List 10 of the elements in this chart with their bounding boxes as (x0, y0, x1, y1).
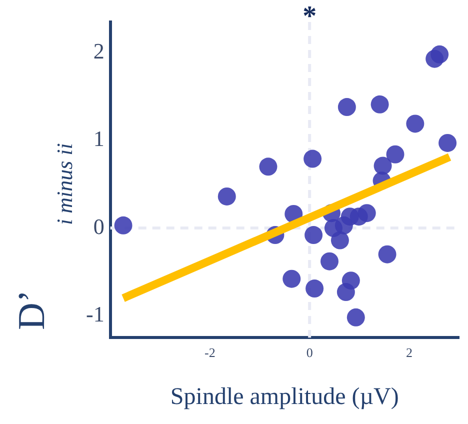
y-tick-label: 0 (93, 214, 104, 239)
y-tick-label: 2 (93, 38, 104, 64)
x-tick-label: -2 (204, 344, 216, 360)
y-tick-label: 1 (93, 126, 104, 152)
ref-line-label: * (302, 1, 317, 32)
x-tick-label: 0 (306, 344, 313, 360)
x-axis-title: Spindle amplitude (µV) (170, 384, 399, 410)
y-tick-label: -1 (86, 301, 104, 326)
x-tick-label: 2 (406, 344, 412, 360)
text: D’ i minus ii (11, 143, 77, 330)
